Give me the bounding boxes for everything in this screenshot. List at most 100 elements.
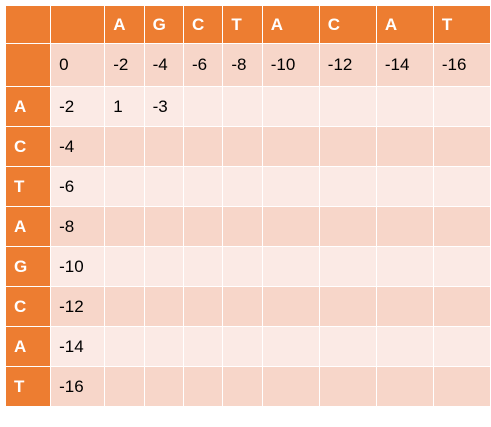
left-sequence-letter: A [4,326,52,367]
score-cell: -12 [50,286,106,327]
score-cell: -4 [143,43,184,87]
matrix-row: A -8 [4,206,491,247]
matrix-row: A -2 1 -3 [4,86,491,127]
score-cell [222,286,263,327]
score-cell [375,286,434,327]
score-cell: -6 [50,166,106,207]
score-cell: -4 [50,126,106,167]
score-cell: 0 [50,43,106,87]
score-cell [432,286,491,327]
score-cell [432,206,491,247]
matrix-row: C -4 [4,126,491,167]
left-sequence-letter: A [4,86,52,127]
corner-cell-gap [50,5,106,44]
score-cell: -12 [318,43,377,87]
score-cell [104,126,145,167]
score-cell [318,326,377,367]
matrix-row: C -12 [4,286,491,327]
score-cell [432,126,491,167]
score-cell [143,286,184,327]
score-cell [143,206,184,247]
top-sequence-letter: A [375,5,434,44]
score-cell: -8 [222,43,263,87]
gap-score-row: 0 -2 -4 -6 -8 -10 -12 -14 -16 [4,43,491,87]
matrix-row: G -10 [4,246,491,287]
score-cell [222,326,263,367]
score-cell [261,206,320,247]
score-cell [261,166,320,207]
score-cell: -2 [50,86,106,127]
score-cell [261,366,320,407]
score-cell [182,166,224,207]
left-sequence-letter: C [4,286,52,327]
top-sequence-letter: T [432,5,491,44]
score-cell [432,366,491,407]
score-cell [182,246,224,287]
score-cell: -10 [50,246,106,287]
score-cell [182,326,224,367]
score-cell [104,246,145,287]
score-cell [182,126,224,167]
score-cell [143,246,184,287]
score-cell [318,206,377,247]
score-cell [104,206,145,247]
score-cell [375,166,434,207]
score-cell: -16 [432,43,491,87]
score-cell [432,326,491,367]
score-cell [375,206,434,247]
score-cell [318,126,377,167]
alignment-score-matrix: A G C T A C A T 0 -2 -4 -6 -8 -10 -12 -1… [4,5,491,407]
score-cell [261,246,320,287]
left-sequence-letter: T [4,366,52,407]
score-cell: -2 [104,43,145,87]
score-cell [222,246,263,287]
score-cell [261,286,320,327]
score-cell [318,86,377,127]
left-sequence-letter: G [4,246,52,287]
matrix-row: T -6 [4,166,491,207]
score-cell [143,126,184,167]
score-cell [318,286,377,327]
score-cell [432,86,491,127]
left-sequence-letter: A [4,206,52,247]
top-sequence-letter: A [104,5,145,44]
score-cell [375,126,434,167]
score-cell [143,326,184,367]
score-cell [182,286,224,327]
score-cell [143,166,184,207]
top-sequence-letter: C [318,5,377,44]
score-cell: -16 [50,366,106,407]
score-cell [318,366,377,407]
score-cell: -10 [261,43,320,87]
score-cell: -3 [143,86,184,127]
left-sequence-letter: T [4,166,52,207]
score-cell [222,86,263,127]
score-cell [143,366,184,407]
score-cell [182,366,224,407]
score-cell [375,86,434,127]
top-sequence-letter: T [222,5,263,44]
score-cell [182,206,224,247]
score-cell [222,366,263,407]
score-cell [104,166,145,207]
score-cell: 1 [104,86,145,127]
score-cell [182,86,224,127]
top-sequence-letter: C [182,5,224,44]
score-cell [222,126,263,167]
score-cell [375,246,434,287]
top-sequence-letter: A [261,5,320,44]
score-cell [222,166,263,207]
score-cell [104,366,145,407]
score-cell: -8 [50,206,106,247]
matrix-body: A -2 1 -3 C -4 T -6 A -8 G -10 C -12 A -14 T -16 [4,86,491,407]
score-cell: -6 [182,43,224,87]
score-cell [261,86,320,127]
score-cell [261,326,320,367]
top-sequence-row: A G C T A C A T [4,5,491,44]
matrix-row: T -16 [4,366,491,407]
score-cell [104,326,145,367]
score-cell [375,366,434,407]
score-cell [104,286,145,327]
score-cell [222,206,263,247]
score-cell: -14 [375,43,434,87]
